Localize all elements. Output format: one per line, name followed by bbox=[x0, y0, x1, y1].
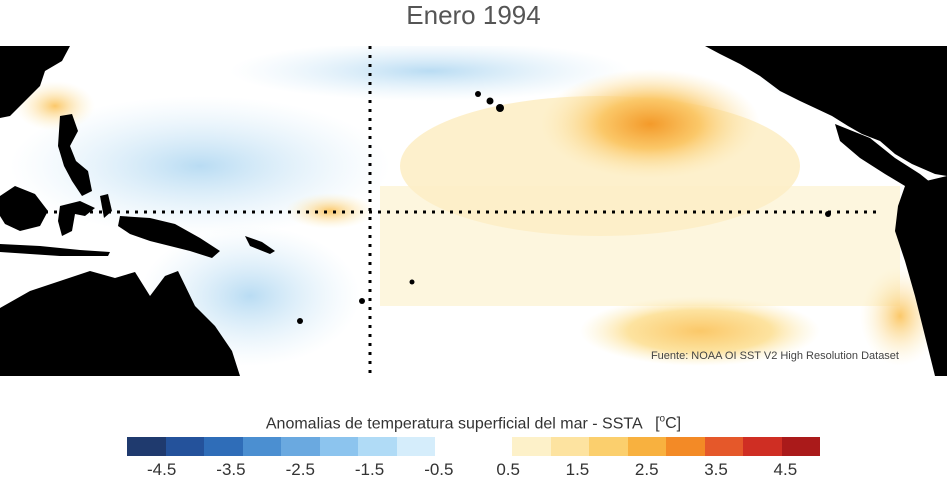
colorbar-ticks: -4.5 -3.5 -2.5 -1.5 -0.5 0.5 1.5 2.5 3.5 4.5 bbox=[127, 460, 820, 480]
warm-anomaly-south bbox=[580, 296, 820, 366]
warm-anomaly-dateline bbox=[285, 193, 375, 229]
warm-anomaly-peak bbox=[540, 69, 760, 179]
land-asia bbox=[0, 46, 70, 118]
warm-anomaly-west-small bbox=[15, 81, 95, 131]
colorbar-tick-label: -4.5 bbox=[146, 460, 177, 479]
colorbar bbox=[127, 437, 820, 456]
colorbar-cell bbox=[165, 437, 204, 456]
land-masses bbox=[0, 46, 947, 376]
map-title: Enero 1994 bbox=[406, 0, 541, 30]
land-caribbean bbox=[855, 91, 915, 108]
colorbar-cell bbox=[281, 437, 320, 456]
land-hawaii-1 bbox=[475, 91, 481, 97]
colorbar-cell bbox=[589, 437, 628, 456]
anomaly-field bbox=[10, 46, 940, 366]
colorbar-unit: [oC] bbox=[655, 414, 682, 433]
land-south-america bbox=[895, 176, 947, 376]
colorbar-cell bbox=[743, 437, 782, 456]
colorbar-tick-label: -1.5 bbox=[354, 460, 385, 479]
colorbar-title-text: Anomalias de temperatura superficial del… bbox=[265, 415, 642, 433]
land-australia bbox=[0, 271, 240, 376]
colorbar-cell bbox=[435, 437, 474, 456]
colorbar-tick-label: -2.5 bbox=[285, 460, 315, 479]
land-lesser-sunda bbox=[0, 244, 110, 256]
colorbar-tick-label: -3.5 bbox=[216, 460, 246, 479]
colorbar-cell bbox=[627, 437, 666, 456]
cool-anomaly-north bbox=[230, 46, 630, 101]
colorbar-cell bbox=[242, 437, 281, 456]
land-sulawesi bbox=[58, 201, 95, 236]
colorbar-cell bbox=[666, 437, 705, 456]
colorbar-tick-label: 3.5 bbox=[704, 460, 728, 479]
colorbar-tick-label: -0.5 bbox=[424, 460, 454, 479]
land-island-2 bbox=[359, 298, 365, 304]
colorbar-cell bbox=[319, 437, 358, 456]
colorbar-tick-label: 4.5 bbox=[773, 460, 798, 479]
colorbar-cell bbox=[358, 437, 397, 456]
land-hawaii-2 bbox=[486, 97, 494, 105]
colorbar-cell bbox=[473, 437, 512, 456]
land-hawaii-3 bbox=[496, 104, 504, 112]
land-borneo bbox=[0, 186, 48, 231]
colorbar-cell bbox=[204, 437, 243, 456]
land-central-america bbox=[835, 124, 935, 196]
colorbar-title: Anomalias de temperatura superficial del… bbox=[0, 414, 947, 433]
land-solomons bbox=[245, 236, 275, 254]
source-note: Fuente: NOAA OI SST V2 High Resolution D… bbox=[650, 350, 899, 362]
colorbar-tick-label: 0.5 bbox=[496, 460, 520, 479]
colorbar-tick-label: 2.5 bbox=[634, 460, 659, 479]
colorbar-tick-label: 1.5 bbox=[565, 460, 590, 479]
land-island-3 bbox=[409, 279, 415, 285]
colorbar-cell bbox=[781, 437, 820, 456]
colorbar-cell bbox=[550, 437, 589, 456]
colorbar-cell bbox=[512, 437, 551, 456]
land-north-america bbox=[705, 46, 947, 176]
land-new-guinea bbox=[118, 216, 220, 258]
colorbar-cell bbox=[704, 437, 743, 456]
colorbar-cell bbox=[396, 437, 435, 456]
sst-anomaly-map bbox=[0, 46, 947, 376]
land-philippines bbox=[58, 114, 92, 196]
land-island-1 bbox=[297, 318, 303, 324]
colorbar-cell bbox=[127, 437, 166, 456]
